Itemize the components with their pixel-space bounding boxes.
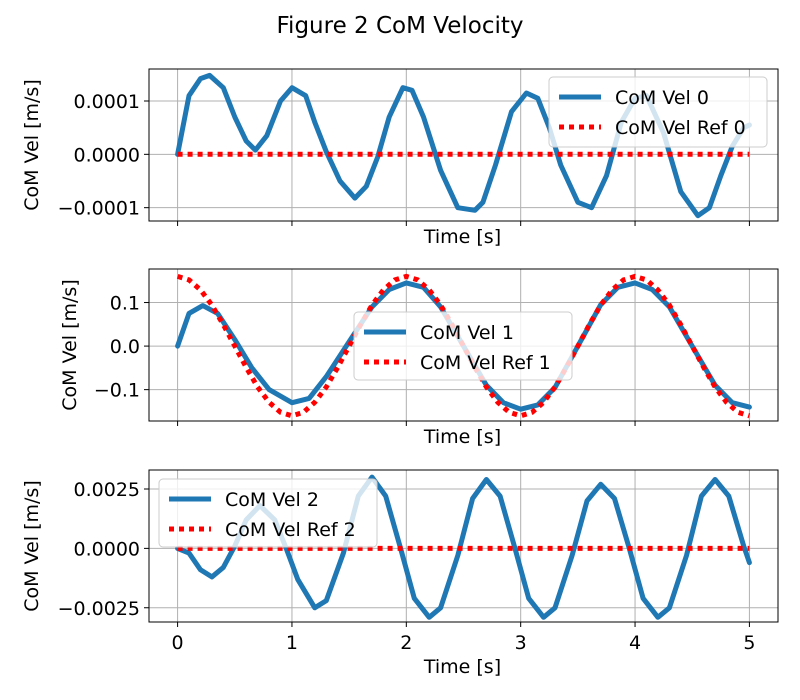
chart-panel-2: 0 1 2 3 4 5 −0.0025 0.0000 0.0025 Time [s] CoM Vel… — [21, 469, 779, 678]
legend-label: CoM Vel Ref 1 — [420, 352, 551, 374]
y-axis-label: CoM Vel [m/s] — [59, 279, 81, 411]
legend-box — [548, 76, 768, 148]
x-tick-label: 2 — [400, 632, 412, 654]
x-axis-label: Time [s] — [423, 226, 501, 248]
axes-frame — [148, 469, 779, 623]
x-tick-label: 4 — [629, 632, 641, 654]
legend-label: CoM Vel 1 — [420, 322, 514, 344]
legend-label: CoM Vel Ref 0 — [615, 117, 746, 139]
x-axis-label: Time [s] — [423, 656, 501, 678]
x-tick-label: 3 — [515, 632, 527, 654]
y-tick-label: 0.0000 — [74, 538, 140, 560]
axes-frame — [148, 68, 779, 222]
y-tick-label: 0.0025 — [74, 479, 140, 501]
legend-box — [353, 311, 573, 381]
y-tick-label: 0.0001 — [74, 91, 140, 113]
x-tick-label: 5 — [743, 632, 755, 654]
legend: CoM Vel 2 CoM Vel Ref 2 — [158, 478, 378, 548]
x-axis-label: Time [s] — [423, 426, 501, 448]
legend-label: CoM Vel Ref 2 — [225, 519, 356, 541]
series-line-1-1 — [176, 273, 751, 419]
y-axis-label: CoM Vel [m/s] — [21, 79, 43, 211]
y-tick-label: −0.1 — [94, 380, 140, 402]
legend-label: CoM Vel 0 — [615, 87, 709, 109]
x-tick-label: 1 — [286, 632, 298, 654]
y-axis-label: CoM Vel [m/s] — [21, 480, 43, 612]
y-tick-label: −0.0001 — [58, 198, 140, 220]
chart-panel-0: −0.0001 0.0000 0.0001 Time [s] CoM Vel [m/s]… — [21, 68, 779, 248]
y-tick-label: −0.0025 — [58, 598, 140, 620]
y-tick-label: 0.0000 — [74, 144, 140, 166]
legend: CoM Vel 0 CoM Vel Ref 0 — [548, 76, 768, 148]
y-tick-label: 0.0 — [110, 336, 140, 358]
legend-label: CoM Vel 2 — [225, 489, 319, 511]
x-tick-label: 0 — [172, 632, 184, 654]
legend-box — [158, 478, 378, 548]
chart-panel-1: −0.1 0.0 0.1 Time [s] CoM Vel [m/s] CoM Vel 1… — [59, 268, 779, 448]
figure-title: Figure 2 CoM Velocity — [277, 13, 524, 39]
axes-frame — [148, 268, 779, 422]
y-tick-label: 0.1 — [110, 293, 140, 315]
legend: CoM Vel 1 CoM Vel Ref 1 — [353, 311, 573, 381]
